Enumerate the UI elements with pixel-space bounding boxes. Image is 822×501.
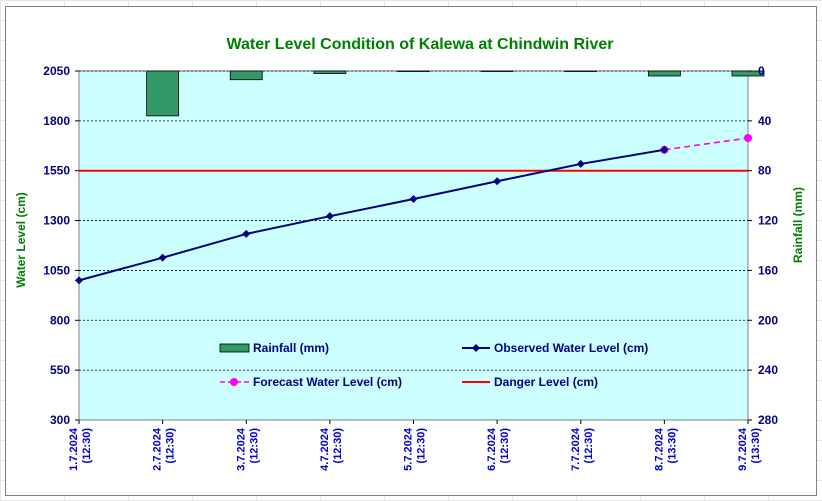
y-tick-label: 800 xyxy=(50,313,70,327)
x-tick-date: 5.7.2024 xyxy=(403,427,415,471)
y2-tick-label: 280 xyxy=(758,413,778,427)
x-tick-date: 6.7.2024 xyxy=(486,427,498,471)
y2-tick-label: 240 xyxy=(758,363,778,377)
observed-point xyxy=(660,145,669,154)
y2-tick-label: 200 xyxy=(758,313,778,327)
y2-tick-label: 120 xyxy=(758,214,778,228)
observed-point xyxy=(325,212,334,221)
legend-label-forecast: Forecast Water Level (cm) xyxy=(253,375,402,389)
legend-label-observed: Observed Water Level (cm) xyxy=(494,341,648,355)
x-tick-date: 9.7.2024 xyxy=(737,427,749,471)
rainfall-bar xyxy=(647,70,681,77)
rainfall-bar xyxy=(480,70,514,72)
observed-line xyxy=(78,148,665,282)
y-tick-label: 1550 xyxy=(43,164,70,178)
rainfall-bar xyxy=(313,70,347,74)
plot-area xyxy=(78,70,749,421)
x-tick-time: (12:30) xyxy=(332,428,344,464)
x-tick-time: (12:30) xyxy=(499,428,511,464)
x-tick-time: (12:30) xyxy=(583,428,595,464)
rainfall-bar xyxy=(397,70,430,72)
x-tick-time: (12:30) xyxy=(416,428,428,464)
y-tick-label: 1800 xyxy=(43,114,70,128)
x-tick-label: 5.7.2024 (12:30) xyxy=(403,427,428,471)
legend-swatch-rainfall xyxy=(219,343,250,353)
rainfall-bar xyxy=(229,70,263,81)
y2-axis-title: Rainfall (mm) xyxy=(791,187,805,263)
y-tick-label: 300 xyxy=(50,413,70,427)
y-tick-label: 1050 xyxy=(43,263,70,277)
y-axis-title: Water Level (cm) xyxy=(14,192,28,288)
chart-title: Water Level Condition of Kalewa at Chind… xyxy=(226,36,613,53)
x-tick-label: 1.7.2024 (12:30) xyxy=(68,427,93,471)
observed-point xyxy=(158,253,167,262)
rainfall-bar xyxy=(564,70,598,72)
y2-tick-label: 0 xyxy=(758,64,765,78)
x-tick-label: 9.7.2024 (13:30) xyxy=(737,427,762,471)
x-tick-label: 8.7.2024 (13:30) xyxy=(653,427,678,471)
x-tick-time: (13:30) xyxy=(750,428,762,464)
observed-point xyxy=(409,195,418,204)
x-tick-label: 6.7.2024 (12:30) xyxy=(486,427,511,471)
y-tick-label: 1300 xyxy=(43,214,70,228)
rainfall-bar xyxy=(146,70,180,117)
x-tick-time: (12:30) xyxy=(81,428,93,464)
x-tick-label: 4.7.2024 (12:30) xyxy=(319,427,344,471)
y2-tick-label: 160 xyxy=(758,263,778,277)
x-tick-time: (12:30) xyxy=(165,428,177,464)
legend-marker-observed xyxy=(472,344,480,352)
x-tick-time: (13:30) xyxy=(666,428,678,464)
y2-tick-label: 80 xyxy=(758,164,772,178)
water-level-lines xyxy=(75,134,752,285)
observed-point xyxy=(493,177,502,186)
legend: Rainfall (mm) Observed Water Level (cm) Fo… xyxy=(219,341,648,389)
legend-label-danger: Danger Level (cm) xyxy=(494,375,598,389)
y-tick-label: 550 xyxy=(50,363,70,377)
x-tick-label: 3.7.2024 (12:30) xyxy=(235,427,260,471)
x-tick-label: 2.7.2024 (12:30) xyxy=(152,427,177,471)
y2-tick-label: 40 xyxy=(758,114,772,128)
x-tick-date: 4.7.2024 xyxy=(319,427,331,471)
x-tick-label: 7.7.2024 (12:30) xyxy=(570,427,595,471)
x-tick-date: 3.7.2024 xyxy=(235,427,247,471)
x-tick-date: 2.7.2024 xyxy=(152,427,164,471)
forecast-line xyxy=(664,137,749,151)
x-tick-date: 8.7.2024 xyxy=(653,427,665,471)
legend-label-rainfall: Rainfall (mm) xyxy=(253,341,329,355)
observed-point xyxy=(75,276,83,285)
x-tick-time: (12:30) xyxy=(248,428,260,464)
y-tick-label: 2050 xyxy=(43,64,70,78)
forecast-point xyxy=(744,134,752,143)
legend-marker-forecast xyxy=(230,378,238,386)
x-tick-date: 7.7.2024 xyxy=(570,427,582,471)
observed-point xyxy=(576,159,585,168)
observed-point xyxy=(242,229,251,238)
rainfall-bars xyxy=(146,70,765,117)
x-tick-date: 1.7.2024 xyxy=(68,427,80,471)
axis-ticks: 2050 1800 1550 1300 1050 800 550 300 0 40 80 120 160… xyxy=(43,64,778,471)
